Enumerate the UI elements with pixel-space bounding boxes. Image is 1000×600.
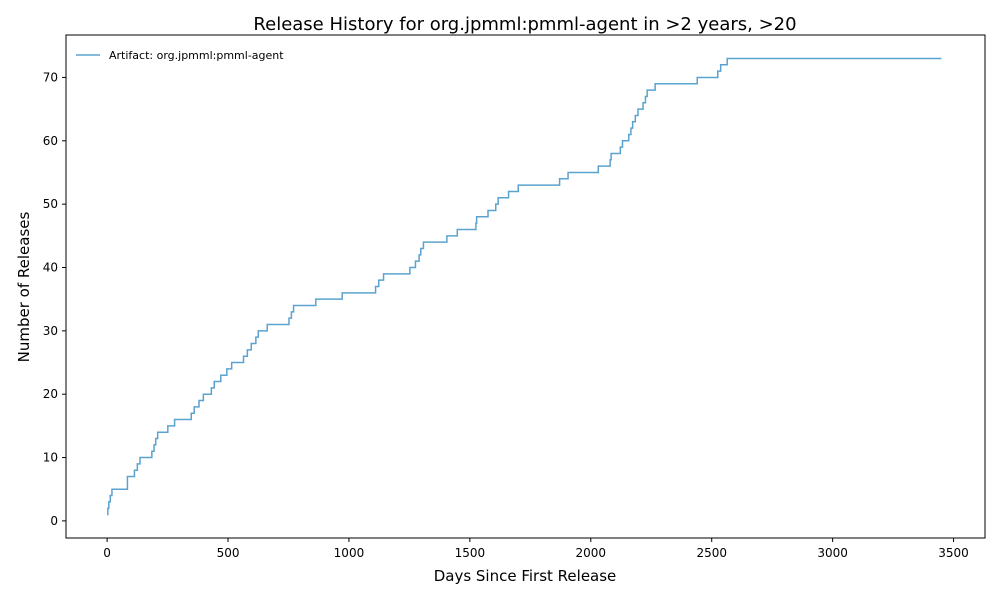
y-tick-label: 60 (43, 134, 58, 148)
y-tick-label: 70 (43, 70, 58, 84)
y-tick-label: 40 (43, 260, 58, 274)
series-line (107, 57, 942, 516)
legend: Artifact: org.jpmml:pmml-agent (76, 49, 284, 62)
x-tick-label: 500 (217, 546, 240, 560)
y-tick-label: 20 (43, 387, 58, 401)
x-axis-label: Days Since First Release (434, 567, 617, 585)
x-tick-label: 3000 (817, 546, 848, 560)
plot-frame (65, 34, 986, 539)
x-tick-label: 0 (103, 546, 111, 560)
legend-label: Artifact: org.jpmml:pmml-agent (109, 49, 284, 62)
y-tick-label: 30 (43, 324, 58, 338)
x-tick-label: 1500 (455, 546, 486, 560)
y-tick-label: 0 (50, 514, 58, 528)
y-tick-label: 50 (43, 197, 58, 211)
y-axis-label: Number of Releases (15, 211, 33, 362)
x-tick-label: 1000 (334, 546, 365, 560)
x-tick-label: 2500 (696, 546, 727, 560)
x-tick-label: 3500 (938, 546, 969, 560)
chart-title: Release History for org.jpmml:pmml-agent… (253, 14, 796, 35)
y-tick-label: 10 (43, 451, 58, 465)
x-axis-ticks: 0 500 1000 1500 2000 2500 3000 3500 (103, 538, 969, 560)
y-axis-ticks: 0 10 20 30 40 50 60 70 (43, 70, 66, 528)
x-tick-label: 2000 (576, 546, 607, 560)
